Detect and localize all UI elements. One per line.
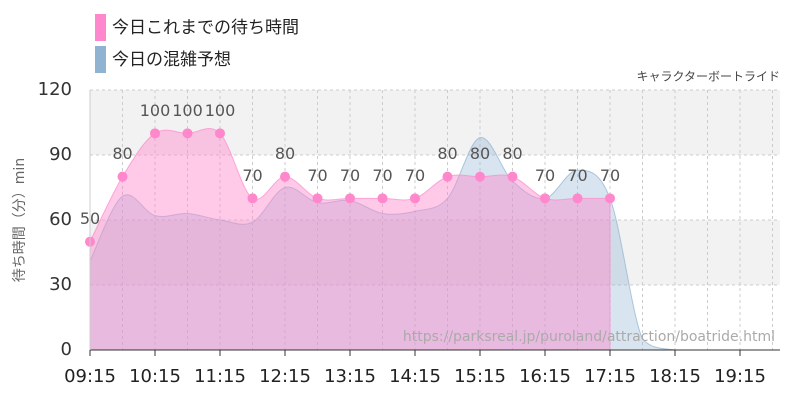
- legend-swatch: [95, 14, 106, 41]
- x-tick-label: 15:15: [454, 366, 506, 387]
- data-point: [410, 193, 420, 204]
- data-label: 70: [372, 166, 392, 185]
- series-area: [89, 128, 611, 351]
- x-tick-label: 13:15: [324, 366, 376, 387]
- x-tick-label: 11:15: [194, 366, 246, 387]
- y-tick-label: 30: [49, 274, 72, 295]
- data-point: [345, 193, 355, 204]
- data-point: [377, 193, 388, 204]
- data-label: 70: [567, 166, 587, 185]
- legend-label: 今日これまでの待ち時間: [112, 18, 299, 38]
- y-tick-label: 0: [61, 339, 72, 360]
- data-label: 80: [502, 144, 522, 163]
- data-label: 80: [437, 144, 457, 163]
- data-point: [475, 171, 485, 182]
- data-label: 100: [172, 101, 203, 120]
- band: [90, 220, 780, 285]
- watermark: https://parksreal.jp/puroland/attraction…: [403, 329, 775, 345]
- legend-label: 今日の混雑予想: [112, 50, 231, 70]
- data-label: 70: [405, 166, 425, 185]
- data-point: [572, 193, 583, 204]
- x-tick-label: 10:15: [129, 366, 181, 387]
- data-point: [312, 193, 323, 204]
- y-tick-label: 120: [38, 79, 72, 100]
- data-label: 70: [535, 166, 555, 185]
- data-label: 70: [340, 166, 360, 185]
- data-point: [540, 193, 550, 204]
- data-point: [605, 193, 615, 204]
- x-tick-label: 09:15: [64, 366, 116, 387]
- data-label: 70: [307, 166, 327, 185]
- chart-subtitle: キャラクターボートライド: [636, 70, 780, 84]
- data-point: [247, 193, 258, 204]
- data-point: [117, 171, 128, 182]
- y-axis-label: 待ち時間（分）min: [12, 158, 28, 282]
- data-label: 80: [275, 144, 295, 163]
- series-area: [89, 137, 773, 351]
- data-label: 80: [470, 144, 490, 163]
- legend-swatch: [95, 46, 106, 73]
- data-point: [150, 128, 160, 139]
- x-tick-label: 18:15: [649, 366, 701, 387]
- data-label: 100: [140, 101, 171, 120]
- data-label: 70: [242, 166, 262, 185]
- data-point: [507, 171, 518, 182]
- y-tick-label: 90: [49, 144, 72, 165]
- data-point: [182, 128, 193, 139]
- x-tick-label: 16:15: [519, 366, 571, 387]
- data-point: [215, 128, 225, 139]
- x-tick-label: 12:15: [259, 366, 311, 387]
- x-tick-label: 14:15: [389, 366, 441, 387]
- data-point: [280, 171, 290, 182]
- data-label: 100: [205, 101, 236, 120]
- x-tick-label: 19:15: [714, 366, 766, 387]
- x-tick-label: 17:15: [584, 366, 636, 387]
- data-label: 80: [112, 144, 132, 163]
- data-point: [442, 171, 453, 182]
- data-label: 70: [600, 166, 620, 185]
- y-tick-label: 60: [49, 209, 72, 230]
- band: [90, 90, 780, 155]
